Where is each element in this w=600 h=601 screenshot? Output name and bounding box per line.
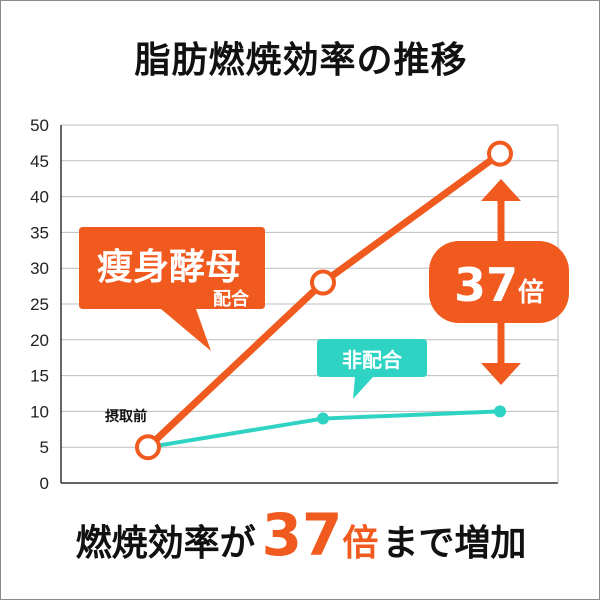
series-point-highlight [135, 434, 161, 461]
y-tick-label: 40 [30, 188, 49, 207]
series-point-highlight [310, 269, 336, 296]
callout-highlight-sublabel: 配合 [213, 288, 250, 310]
svg-text:37倍: 37倍 [454, 258, 544, 312]
callout-normal-bubble [317, 339, 427, 399]
callout-normal-label: 非配合 [342, 348, 403, 372]
start-label: 摂取前 [105, 408, 147, 425]
y-tick-label: 20 [30, 331, 49, 350]
y-tick-label: 50 [30, 116, 49, 135]
y-tick-label: 35 [30, 223, 49, 242]
y-tick-label: 30 [30, 259, 49, 278]
caption-number: 37 [261, 501, 343, 569]
y-tick-label: 0 [40, 474, 49, 493]
series-point-normal [494, 405, 506, 418]
caption-unit: 倍 [342, 523, 379, 564]
y-tick-label: 45 [30, 152, 49, 171]
ratio-unit: 倍 [518, 277, 544, 308]
callout-normal: 非配合 [317, 339, 427, 399]
caption-part1: 燃焼効率が [75, 523, 256, 564]
series-point-normal [317, 412, 329, 425]
ratio-badge: 37倍 [429, 241, 569, 323]
y-tick-label: 5 [40, 438, 49, 457]
caption-part2: まで増加 [382, 523, 527, 564]
callout-highlight-label: 瘦身酵母 [97, 247, 241, 288]
y-tick-label: 10 [30, 402, 49, 421]
callout-highlight: 瘦身酵母 配合 [79, 227, 265, 351]
ratio-number: 37 [454, 258, 518, 312]
y-tick-label: 25 [30, 295, 49, 314]
callout-highlight-bubble [79, 227, 265, 351]
chart-title: 脂肪燃焼効率の推移 [134, 40, 468, 81]
bottom-caption: 燃焼効率が 37倍 まで増加 [1, 501, 600, 569]
y-tick-label: 15 [30, 367, 49, 386]
series-point-highlight [487, 140, 513, 167]
